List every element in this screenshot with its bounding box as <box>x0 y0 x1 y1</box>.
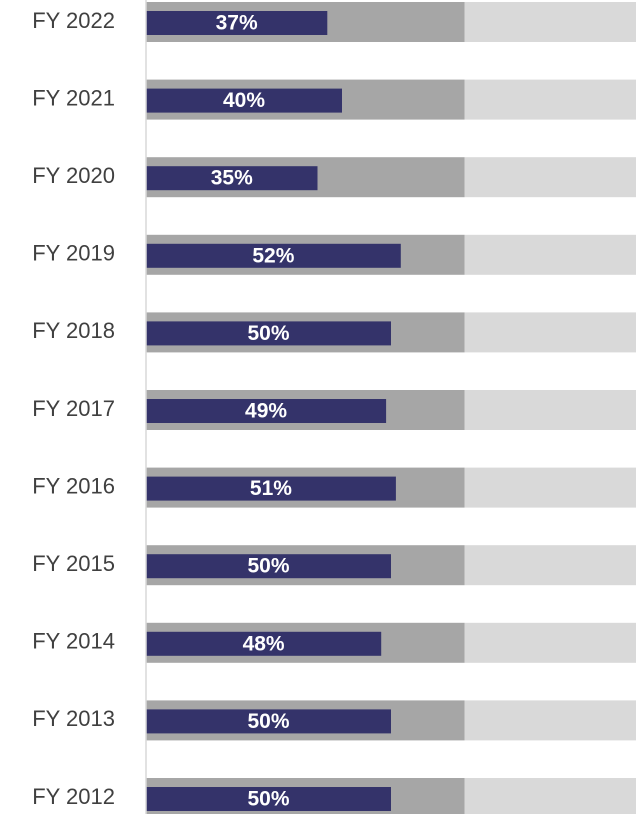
value-label: 50% <box>247 788 289 811</box>
category-label: FY 2013 <box>32 706 115 731</box>
value-label: 48% <box>243 632 285 655</box>
background-band <box>464 467 636 508</box>
bar <box>146 631 382 656</box>
background-band <box>464 2 636 42</box>
value-label: 52% <box>252 244 294 267</box>
category-label: FY 2012 <box>32 784 115 809</box>
background-band <box>464 390 636 430</box>
category-label: FY 2020 <box>32 163 115 188</box>
category-label: FY 2018 <box>32 318 115 343</box>
value-label: 51% <box>250 477 292 500</box>
background-band <box>464 312 636 353</box>
bar <box>146 476 396 501</box>
bar <box>146 399 387 423</box>
category-label: FY 2015 <box>32 551 115 576</box>
value-label: 40% <box>223 89 265 112</box>
bar <box>146 243 401 268</box>
category-label: FY 2016 <box>32 473 115 498</box>
background-band <box>464 234 636 275</box>
bar <box>146 554 391 579</box>
category-label: FY 2022 <box>32 8 115 33</box>
value-label: 50% <box>247 322 289 345</box>
category-label: FY 2014 <box>32 629 115 654</box>
background-band <box>464 700 636 741</box>
background-band <box>464 778 636 814</box>
value-label: 50% <box>247 555 289 578</box>
bar <box>146 709 391 734</box>
category-label: FY 2021 <box>32 85 115 110</box>
background-band <box>464 79 636 120</box>
value-label: 35% <box>211 167 253 190</box>
background-band <box>464 545 636 586</box>
value-label: 37% <box>216 12 258 35</box>
category-label: FY 2017 <box>32 396 115 421</box>
background-band <box>464 157 636 198</box>
bar <box>146 166 318 191</box>
background-band <box>464 622 636 663</box>
bar <box>146 88 342 113</box>
value-label: 49% <box>245 400 287 423</box>
value-label: 50% <box>247 710 289 733</box>
bar <box>146 11 328 35</box>
bar <box>146 787 391 811</box>
bar <box>146 321 391 346</box>
category-label: FY 2019 <box>32 241 115 266</box>
